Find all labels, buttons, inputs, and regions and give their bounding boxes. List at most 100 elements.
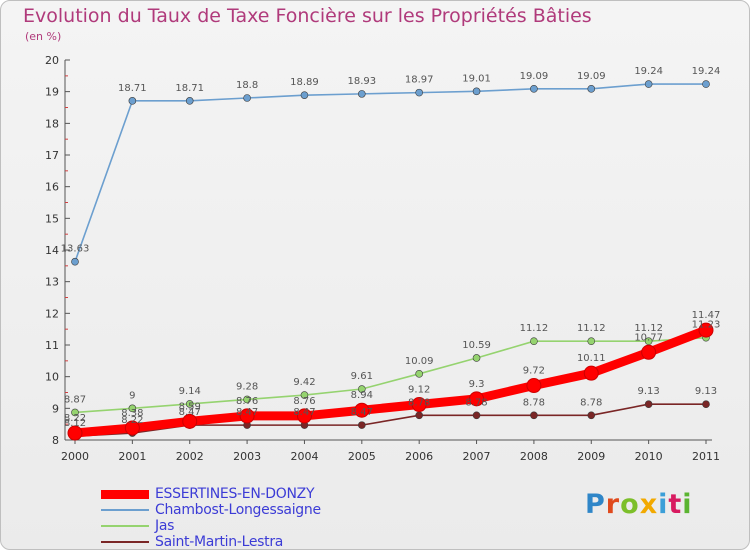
data-label-jas: 10.09 bbox=[405, 356, 434, 367]
data-label-jas: 11.12 bbox=[634, 323, 663, 334]
data-point-jas bbox=[358, 385, 366, 393]
data-label-saint-martin-lestra: 8.47 bbox=[293, 407, 315, 418]
y-tick-label: 19 bbox=[45, 86, 59, 99]
legend-swatch bbox=[101, 509, 149, 511]
data-label-saint-martin-lestra: 8.78 bbox=[465, 397, 487, 408]
data-label-chambost-longessaigne: 19.09 bbox=[577, 71, 606, 82]
y-tick-label: 11 bbox=[45, 339, 59, 352]
data-label-chambost-longessaigne: 19.09 bbox=[520, 71, 549, 82]
x-tick-label: 2003 bbox=[233, 450, 261, 463]
data-point-saint-martin-lestra bbox=[358, 421, 366, 429]
data-label-chambost-longessaigne: 18.93 bbox=[347, 76, 376, 87]
data-point-jas bbox=[530, 337, 538, 346]
legend-item-chambost-longessaigne: Chambost-Longessaigne bbox=[101, 502, 321, 518]
legend-item-jas: Jas bbox=[101, 518, 321, 534]
data-point-essertines-en-donzy bbox=[411, 397, 427, 413]
legend-label: Chambost-Longessaigne bbox=[155, 502, 321, 518]
data-point-chambost-longessaigne bbox=[243, 94, 251, 102]
y-tick-label: 15 bbox=[45, 212, 59, 225]
data-point-saint-martin-lestra bbox=[530, 411, 538, 420]
legend-swatch bbox=[101, 489, 149, 499]
logo-letter: t bbox=[668, 489, 683, 520]
y-tick-label: 17 bbox=[45, 149, 59, 162]
logo-letter: o bbox=[620, 489, 640, 520]
data-label-essertines-en-donzy: 8.38 bbox=[121, 408, 143, 419]
data-point-jas bbox=[644, 337, 653, 346]
legend-swatch bbox=[101, 541, 149, 543]
data-point-chambost-longessaigne bbox=[185, 97, 194, 105]
series-line-jas bbox=[74, 336, 707, 414]
data-point-jas bbox=[185, 400, 194, 408]
data-point-jas bbox=[71, 408, 79, 417]
data-label-jas: 9.14 bbox=[179, 386, 201, 397]
x-tick-label: 2005 bbox=[348, 450, 376, 463]
data-label-jas: 9 bbox=[129, 390, 135, 401]
data-label-essertines-en-donzy: 8.59 bbox=[179, 401, 201, 412]
data-label-saint-martin-lestra: 8.78 bbox=[580, 397, 602, 408]
data-label-saint-martin-lestra: 9.13 bbox=[638, 386, 660, 397]
proxiti-logo: Proxiti bbox=[585, 489, 693, 520]
series-line-chambost-longessaigne bbox=[74, 83, 707, 263]
data-point-essertines-en-donzy bbox=[641, 344, 657, 360]
data-point-chambost-longessaigne bbox=[530, 85, 538, 93]
y-tick-label: 18 bbox=[45, 117, 59, 130]
data-point-chambost-longessaigne bbox=[128, 97, 137, 105]
data-label-essertines-en-donzy: 10.77 bbox=[634, 332, 663, 343]
data-label-saint-martin-lestra: 8.78 bbox=[523, 397, 545, 408]
y-tick-label: 9 bbox=[52, 402, 59, 415]
data-point-essertines-en-donzy bbox=[583, 365, 599, 381]
data-labels-layer: 8.12 8.228.47 8.47 8.47 8.478.78 8.78 8.78 8.78… bbox=[61, 66, 721, 429]
x-tick-label: 2002 bbox=[176, 450, 204, 463]
data-label-essertines-en-donzy: 11.47 bbox=[692, 310, 721, 321]
data-point-chambost-longessaigne bbox=[702, 80, 710, 88]
data-label-chambost-longessaigne: 18.71 bbox=[175, 83, 204, 94]
y-tick-label: 20 bbox=[45, 54, 59, 67]
x-tick-label: 2008 bbox=[520, 450, 548, 463]
x-tick-label: 2006 bbox=[405, 450, 433, 463]
legend-item-saint-martin-lestra: Saint-Martin-Lestra bbox=[101, 534, 321, 549]
logo-letter: x bbox=[639, 489, 659, 520]
data-point-essertines-en-donzy bbox=[124, 420, 140, 436]
data-label-saint-martin-lestra: 9.13 bbox=[695, 386, 717, 397]
logo-letter: P bbox=[585, 489, 606, 520]
data-point-chambost-longessaigne bbox=[300, 91, 309, 99]
data-label-saint-martin-lestra: 8.78 bbox=[408, 397, 430, 408]
data-label-saint-martin-lestra: 8.47 bbox=[179, 407, 201, 418]
data-label-essertines-en-donzy: 9.3 bbox=[469, 379, 485, 390]
x-tick-label: 2011 bbox=[692, 450, 720, 463]
data-point-saint-martin-lestra bbox=[415, 411, 423, 420]
data-label-chambost-longessaigne: 18.8 bbox=[236, 80, 258, 91]
data-point-chambost-longessaigne bbox=[644, 80, 653, 88]
series-line-essertines-en-donzy bbox=[70, 325, 711, 438]
y-tick-label: 10 bbox=[45, 371, 59, 384]
data-label-jas: 11.12 bbox=[577, 323, 606, 334]
data-point-essertines-en-donzy bbox=[67, 425, 83, 441]
legend-swatch bbox=[101, 525, 149, 527]
data-point-jas bbox=[243, 395, 251, 404]
logo-letter: i bbox=[682, 489, 693, 520]
data-point-essertines-en-donzy bbox=[469, 391, 485, 407]
data-label-jas: 9.28 bbox=[236, 381, 258, 392]
legend: ESSERTINES-EN-DONZY Chambost-Longessaigne… bbox=[101, 486, 321, 549]
x-tick-label: 2004 bbox=[290, 450, 318, 463]
y-tick-label: 14 bbox=[45, 244, 59, 257]
data-label-jas: 9.61 bbox=[351, 371, 373, 382]
data-point-chambost-longessaigne bbox=[71, 257, 79, 266]
data-label-chambost-longessaigne: 18.89 bbox=[290, 77, 319, 88]
data-point-essertines-en-donzy bbox=[526, 378, 542, 394]
x-tick-label: 2010 bbox=[635, 450, 663, 463]
data-label-saint-martin-lestra: 8.47 bbox=[236, 407, 258, 418]
data-label-jas: 9.42 bbox=[293, 377, 315, 388]
data-point-essertines-en-donzy bbox=[239, 408, 255, 424]
data-label-chambost-longessaigne: 18.97 bbox=[405, 75, 434, 86]
x-tick-label: 2000 bbox=[61, 450, 89, 463]
axes: 8 9 10 11 12 13 14 15 16 17 18 19 20 2000 2001 2002 2003… bbox=[45, 54, 720, 463]
data-label-chambost-longessaigne: 19.01 bbox=[462, 73, 491, 84]
data-label-essertines-en-donzy: 8.94 bbox=[351, 390, 373, 401]
data-label-jas: 10.59 bbox=[462, 340, 491, 351]
data-point-essertines-en-donzy bbox=[354, 402, 370, 418]
unit-label: (en %) bbox=[25, 30, 62, 43]
x-tick-label: 2001 bbox=[118, 450, 146, 463]
legend-label: ESSERTINES-EN-DONZY bbox=[155, 486, 315, 502]
